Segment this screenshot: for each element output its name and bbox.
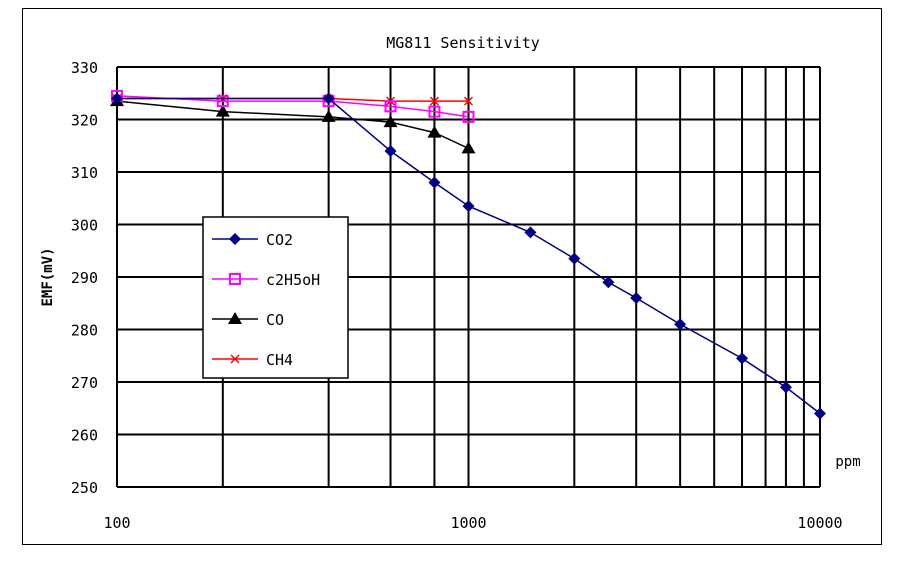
triangle-marker bbox=[321, 109, 336, 122]
diamond-marker bbox=[524, 226, 537, 239]
series-line bbox=[116, 100, 469, 150]
series-co bbox=[110, 94, 476, 154]
square-marker bbox=[462, 110, 475, 123]
y-tick-label: 250 bbox=[71, 479, 98, 497]
diamond-marker bbox=[111, 92, 123, 105]
triangle-marker bbox=[427, 125, 442, 138]
diamond-marker bbox=[384, 145, 397, 157]
diamond-marker bbox=[229, 233, 241, 245]
legend-item: c2H5oH bbox=[212, 271, 320, 289]
legend: CO2 c2H5oH CO CH4 bbox=[202, 216, 349, 379]
diamond-marker bbox=[736, 352, 749, 365]
square-marker bbox=[384, 100, 397, 113]
y-tick-label: 290 bbox=[71, 269, 98, 287]
y-tick-label: 320 bbox=[71, 112, 98, 130]
y-tick-label: 270 bbox=[71, 374, 98, 392]
triangle-marker bbox=[461, 141, 476, 154]
legend-item: CO bbox=[212, 311, 284, 329]
x-marker bbox=[230, 354, 240, 364]
triangle-marker bbox=[215, 104, 230, 117]
square-marker bbox=[216, 95, 229, 108]
y-tick-label: 310 bbox=[71, 164, 98, 182]
legend-label: c2H5oH bbox=[266, 271, 320, 289]
triangle-marker bbox=[228, 312, 242, 324]
x-marker bbox=[463, 96, 474, 106]
series-ch4 bbox=[112, 93, 474, 106]
y-axis-label: EMF(mV) bbox=[40, 247, 56, 306]
legend-box bbox=[202, 216, 349, 379]
diamond-marker bbox=[630, 292, 643, 304]
legend-label: CO bbox=[266, 311, 284, 329]
legend-label: CO2 bbox=[266, 231, 293, 249]
square-marker bbox=[428, 105, 441, 118]
x-tick-label: 100 bbox=[103, 514, 130, 532]
x-axis-label: ppm bbox=[835, 454, 860, 470]
chart-title: MG811 Sensitivity bbox=[386, 34, 540, 52]
diamond-marker bbox=[674, 318, 687, 331]
y-tick-label: 280 bbox=[71, 322, 98, 340]
diamond-marker bbox=[779, 381, 792, 394]
y-tick-label: 300 bbox=[71, 217, 98, 235]
diamond-marker bbox=[428, 176, 441, 189]
diamond-marker bbox=[568, 252, 581, 265]
legend-item: CH4 bbox=[212, 351, 293, 369]
legend-label: CH4 bbox=[266, 351, 293, 369]
diamond-marker bbox=[814, 407, 826, 420]
grid bbox=[116, 66, 821, 488]
diamond-marker bbox=[602, 276, 615, 289]
x-tick-label: 10000 bbox=[797, 514, 842, 532]
square-marker bbox=[229, 273, 241, 285]
x-marker bbox=[429, 96, 439, 106]
chart-frame bbox=[22, 8, 882, 545]
y-tick-label: 330 bbox=[71, 59, 98, 77]
series-co2 bbox=[111, 92, 826, 420]
y-tick-label: 260 bbox=[71, 427, 98, 445]
legend-item: CO2 bbox=[212, 231, 293, 249]
x-tick-label: 1000 bbox=[450, 514, 486, 532]
triangle-marker bbox=[383, 115, 398, 128]
diamond-marker bbox=[462, 200, 475, 213]
diamond-marker bbox=[322, 92, 335, 105]
